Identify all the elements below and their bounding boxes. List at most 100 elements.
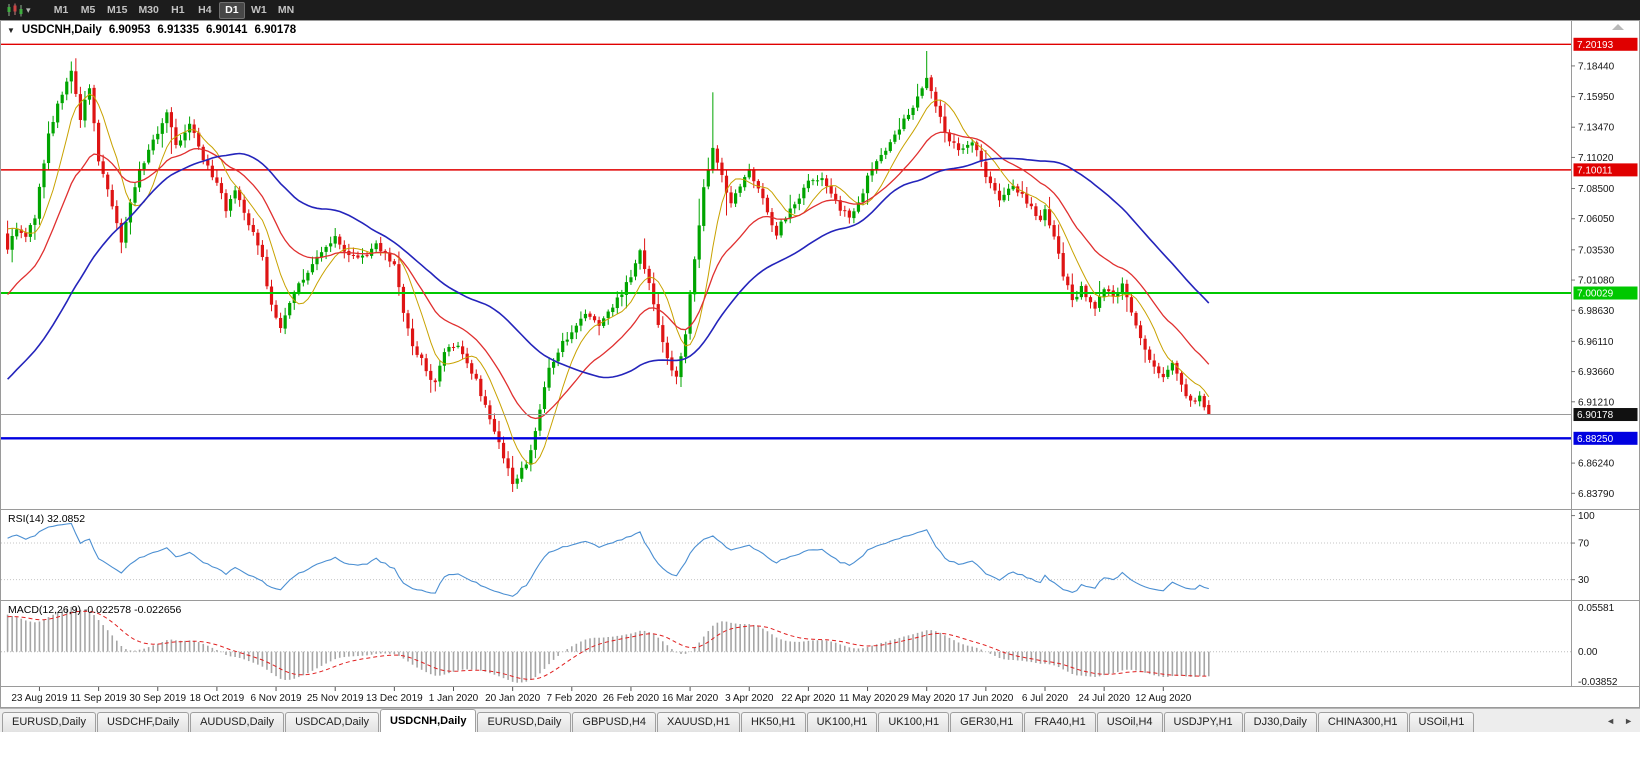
svg-text:25 Nov 2019: 25 Nov 2019: [307, 693, 364, 704]
ma-21-line: [7, 131, 1210, 420]
svg-text:7.18440: 7.18440: [1578, 61, 1615, 72]
svg-text:13 Dec 2019: 13 Dec 2019: [366, 693, 423, 704]
chart-scroll-arrow-icon[interactable]: [1612, 24, 1624, 30]
svg-text:7.01080: 7.01080: [1578, 276, 1615, 287]
svg-text:24 Jul 2020: 24 Jul 2020: [1078, 693, 1130, 704]
tab-usoil-h1[interactable]: USOil,H1: [1408, 712, 1475, 732]
svg-text:6.91210: 6.91210: [1578, 397, 1615, 408]
svg-text:20 Jan 2020: 20 Jan 2020: [485, 693, 540, 704]
svg-text:6.96110: 6.96110: [1578, 337, 1614, 348]
svg-text:12 Aug 2020: 12 Aug 2020: [1135, 693, 1192, 704]
tab-gbpusd-h4[interactable]: GBPUSD,H4: [572, 712, 656, 732]
svg-text:7.15950: 7.15950: [1578, 92, 1615, 103]
svg-text:22 Apr 2020: 22 Apr 2020: [781, 693, 835, 704]
collapse-arrow-icon[interactable]: ▼: [7, 25, 15, 35]
svg-text:6.98630: 6.98630: [1578, 306, 1615, 317]
candlestick-chart-icon[interactable]: [4, 2, 26, 18]
svg-text:6 Nov 2019: 6 Nov 2019: [250, 693, 302, 704]
svg-text:16 Mar 2020: 16 Mar 2020: [662, 693, 719, 704]
tab-usoil-h4[interactable]: USOil,H4: [1096, 712, 1163, 732]
svg-text:70: 70: [1578, 539, 1590, 550]
chart-window[interactable]: 7.18440 7.15950 7.13470 7.11020 7.08500 7.060…: [0, 20, 1640, 708]
tab-ger30-h1[interactable]: GER30,H1: [950, 712, 1024, 732]
ohlc-open: 6.90953: [108, 24, 151, 36]
ma-8-line: [7, 93, 1210, 465]
tabs-scroll-left-icon[interactable]: ◄: [1606, 715, 1616, 726]
svg-text:7.08500: 7.08500: [1578, 184, 1615, 195]
tab-china300-h1[interactable]: CHINA300,H1: [1317, 712, 1408, 732]
svg-text:6.93660: 6.93660: [1578, 367, 1615, 378]
svg-text:0.00: 0.00: [1578, 647, 1598, 658]
svg-text:11 Sep 2019: 11 Sep 2019: [71, 693, 127, 704]
macd-pane: 0.05581 0.00 -0.03852 MACD(12,26,9) -0.0225…: [1, 603, 1618, 688]
svg-text:-0.03852: -0.03852: [1578, 677, 1618, 688]
timeframe-m1-button[interactable]: M1: [53, 3, 69, 16]
tab-hk50-h1[interactable]: HK50,H1: [740, 712, 806, 732]
rsi-line: [7, 522, 1209, 597]
svg-text:29 May 2020: 29 May 2020: [898, 693, 956, 704]
price-tags: 7.20193 7.10011 7.00029 6.88250 6.90178: [1573, 37, 1638, 445]
svg-text:26 Feb 2020: 26 Feb 2020: [603, 693, 660, 704]
svg-text:7.03530: 7.03530: [1578, 245, 1615, 256]
tab-usdjpy-h1[interactable]: USDJPY,H1: [1163, 712, 1243, 732]
tab-usdchf-daily[interactable]: USDCHF,Daily: [96, 712, 190, 732]
tab-usdcnh-daily[interactable]: USDCNH,Daily: [380, 709, 477, 732]
tab-fra40-h1[interactable]: FRA40,H1: [1024, 712, 1096, 732]
svg-text:18 Oct 2019: 18 Oct 2019: [190, 693, 245, 704]
svg-text:100: 100: [1578, 511, 1595, 522]
time-axis[interactable]: 23 Aug 2019 11 Sep 2019 30 Sep 2019 18 Oct …: [11, 687, 1192, 704]
chart-tabs: EURUSD,Daily USDCHF,Daily AUDUSD,Daily USDC…: [2, 709, 1475, 732]
timeframe-mn-button[interactable]: MN: [277, 3, 295, 16]
svg-text:6.88250: 6.88250: [1577, 434, 1614, 445]
horizontal-level-lines: [1, 43, 1571, 440]
svg-text:3 Apr 2020: 3 Apr 2020: [725, 693, 774, 704]
timeframe-h4-button[interactable]: H4: [198, 3, 212, 16]
svg-text:6.86240: 6.86240: [1578, 459, 1615, 470]
price-chart[interactable]: 7.18440 7.15950 7.13470 7.11020 7.08500 7.060…: [0, 20, 1640, 708]
moving-averages: [7, 93, 1210, 465]
timeframe-m5-button[interactable]: M5: [80, 3, 96, 16]
tab-eurusd-daily[interactable]: EURUSD,Daily: [477, 712, 572, 732]
candlesticks: [6, 50, 1211, 492]
timeframe-m30-button[interactable]: M30: [138, 3, 159, 16]
symbol-title: USDCNH,Daily: [21, 24, 102, 36]
svg-text:6 Jul 2020: 6 Jul 2020: [1022, 693, 1069, 704]
svg-text:1 Jan 2020: 1 Jan 2020: [429, 693, 479, 704]
tab-uk100-h1[interactable]: UK100,H1: [878, 712, 950, 732]
ohlc-close: 6.90178: [254, 24, 297, 36]
svg-text:6.90178: 6.90178: [1577, 410, 1614, 421]
svg-text:30 Sep 2019: 30 Sep 2019: [129, 693, 186, 704]
timeframe-d1-button[interactable]: D1: [218, 1, 245, 19]
chart-title: ▼ USDCNH,Daily 6.90953 6.91335 6.90141 6…: [7, 24, 296, 36]
chart-tab-bar: EURUSD,Daily USDCHF,Daily AUDUSD,Daily USDC…: [0, 708, 1640, 732]
svg-text:6.83790: 6.83790: [1578, 489, 1615, 500]
timeframe-w1-button[interactable]: W1: [251, 3, 267, 16]
tab-uk100-h1[interactable]: UK100,H1: [806, 712, 878, 732]
tabs-scroll-right-icon[interactable]: ►: [1624, 715, 1633, 726]
rsi-pane: 100 70 30 RSI(14) 32.0852: [1, 511, 1595, 597]
tab-dj30-daily[interactable]: DJ30,Daily: [1243, 712, 1317, 732]
macd-signal-line: [7, 610, 1209, 680]
tab-eurusd-daily[interactable]: EURUSD,Daily: [2, 712, 96, 732]
tab-usdcad-daily[interactable]: USDCAD,Daily: [285, 712, 380, 732]
svg-text:0.05581: 0.05581: [1578, 603, 1615, 614]
rsi-label: RSI(14) 32.0852: [8, 513, 85, 525]
candlestick-chart-icon-glyph: [7, 3, 23, 17]
svg-text:23 Aug 2019: 23 Aug 2019: [11, 693, 68, 704]
svg-text:7.13470: 7.13470: [1578, 123, 1615, 134]
svg-text:17 Jun 2020: 17 Jun 2020: [958, 693, 1013, 704]
svg-text:7.11020: 7.11020: [1578, 153, 1614, 164]
svg-text:7.20193: 7.20193: [1577, 40, 1614, 51]
svg-text:7.10011: 7.10011: [1577, 165, 1613, 176]
timeframe-m15-button[interactable]: M15: [107, 3, 128, 16]
top-toolbar: ▾ M1 M5 M15 M30 H1 H4 D1 W1 MN: [0, 0, 1640, 20]
ohlc-low: 6.90141: [205, 24, 248, 36]
tab-scroll-buttons: ◄ ►: [1603, 709, 1638, 732]
timeframe-h1-button[interactable]: H1: [171, 3, 185, 16]
chart-frame: [0, 20, 1640, 708]
price-axis[interactable]: 7.18440 7.15950 7.13470 7.11020 7.08500 7.060…: [1571, 61, 1615, 500]
chart-type-dropdown-icon[interactable]: ▾: [26, 4, 31, 15]
tab-audusd-daily[interactable]: AUDUSD,Daily: [190, 712, 285, 732]
tab-xauusd-h1[interactable]: XAUUSD,H1: [656, 712, 740, 732]
ma-45-line: [7, 152, 1210, 380]
